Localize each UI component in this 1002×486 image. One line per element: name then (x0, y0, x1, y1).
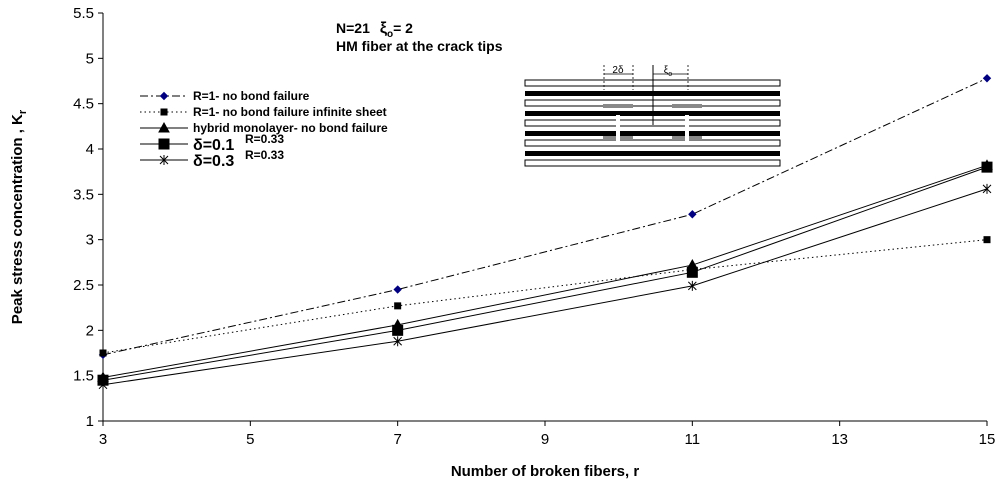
y-tick-label: 3 (86, 232, 94, 249)
series-line (102, 166, 988, 381)
series-line (102, 239, 988, 354)
marker (982, 74, 992, 83)
marker (392, 324, 404, 336)
inset-label: 2δ (612, 65, 624, 76)
marker (98, 379, 108, 390)
x-axis-label: Number of broken fibers, r (451, 463, 640, 480)
marker (687, 280, 697, 291)
marker (158, 138, 170, 150)
marker (686, 266, 698, 278)
legend-note: R=0.33 (245, 132, 284, 146)
legend-label: R=1- no bond failure (193, 89, 310, 103)
inset-diagram: 2δ ξo (524, 65, 781, 167)
legend-label: δ=0.3 (193, 153, 234, 170)
y-tick-label: 5.5 (73, 5, 94, 22)
marker (393, 285, 402, 294)
legend-note: R=0.33 (245, 148, 284, 162)
y-tick-label: 2.5 (73, 277, 94, 294)
marker (160, 108, 168, 116)
legend-label: R=1- no bond failure infinite sheet (193, 105, 387, 119)
legend-label: δ=0.1 (193, 137, 234, 154)
marker (981, 161, 993, 173)
x-tick-label: 7 (393, 431, 401, 448)
series-line (102, 188, 988, 386)
legend-label: hybrid monolayer- no bond failure (193, 121, 388, 135)
y-tick-label: 1 (86, 413, 94, 430)
marker (99, 349, 107, 357)
y-tick-label: 4 (86, 141, 94, 158)
y-axis-label: Peak stress concentration , Kr (9, 109, 29, 324)
y-tick-label: 3.5 (73, 186, 94, 203)
marker (159, 91, 169, 101)
series-line (102, 77, 988, 356)
marker (394, 302, 402, 310)
inset-label: ξo (664, 65, 672, 78)
x-tick-label: 13 (831, 431, 848, 448)
marker (393, 336, 403, 347)
x-tick-label: 9 (541, 431, 549, 448)
annotation: HM fiber at the crack tips (336, 38, 503, 54)
marker (983, 236, 991, 244)
marker (982, 183, 992, 194)
x-tick-label: 3 (99, 431, 107, 448)
y-tick-label: 4.5 (73, 96, 94, 113)
series-line (102, 164, 988, 378)
y-tick-label: 5 (86, 50, 94, 67)
marker (158, 121, 170, 133)
annotation: N=21 ξo= 2 (336, 20, 413, 40)
y-tick-label: 1.5 (73, 368, 94, 385)
y-tick-label: 2 (86, 322, 94, 339)
marker (688, 210, 697, 219)
x-tick-label: 15 (979, 431, 996, 448)
x-tick-label: 11 (685, 431, 701, 448)
x-tick-label: 5 (246, 431, 254, 448)
marker (159, 155, 169, 165)
